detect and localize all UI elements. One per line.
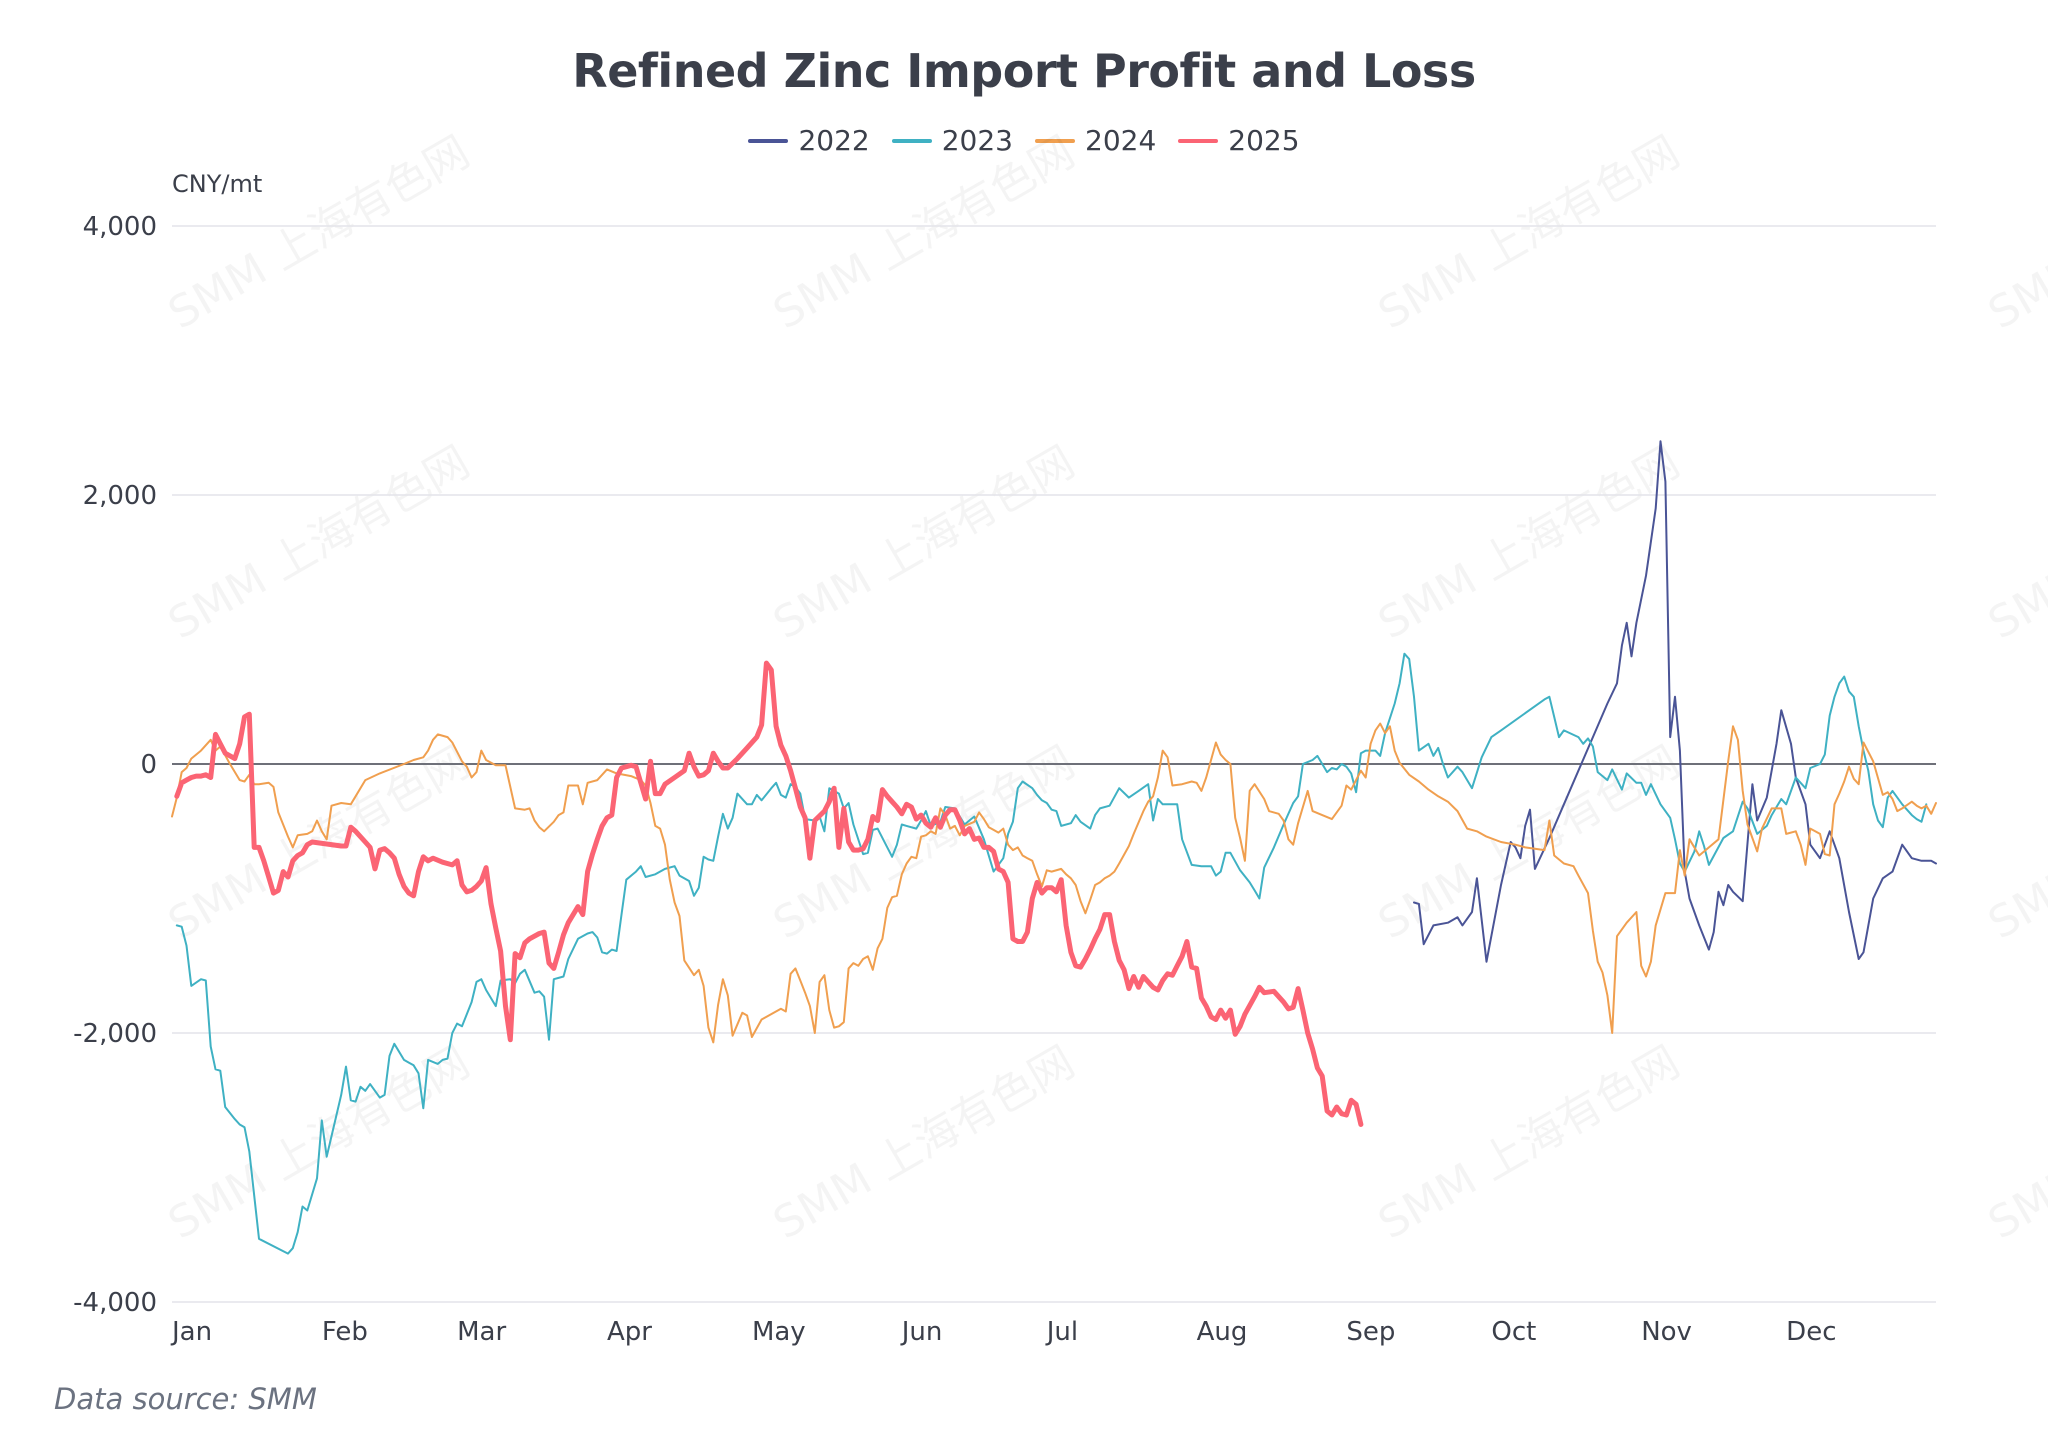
x-tick-label: May (752, 1317, 806, 1347)
grid-lines (172, 225, 1936, 1303)
watermark-text: SMM 上海有色网 (765, 1036, 1083, 1249)
watermark-text: SMM 上海有色网 (1370, 436, 1688, 649)
x-tick-label: Jun (900, 1317, 943, 1347)
watermark-text: SMM 上海有色网 (1370, 126, 1688, 339)
watermark-layer: SMM 上海有色网 SMM 上海有色网 SMM 上海有色网 SMM 上海有色网 SMM … (160, 126, 2048, 1249)
legend-item-2024[interactable]: 2024 (1035, 124, 1156, 157)
data-source-note: Data source: SMM (54, 1382, 317, 1416)
legend-swatch-2024 (1035, 138, 1075, 143)
watermark-text: SMM 上海有色网 (1370, 736, 1688, 949)
watermark-text: SMM 上海有色网 (1980, 436, 2048, 649)
legend: 2022 2023 2024 2025 (0, 124, 2048, 157)
y-tick-label: 4,000 (83, 212, 157, 242)
legend-item-2023[interactable]: 2023 (891, 124, 1013, 157)
watermark-text: SMM 上海有色网 (160, 126, 478, 339)
legend-item-2022[interactable]: 2022 (748, 124, 870, 157)
legend-label-2025: 2025 (1228, 124, 1300, 157)
y-tick-label: 2,000 (83, 481, 157, 511)
chart-title: Refined Zinc Import Profit and Loss (572, 44, 1476, 98)
series-line-2025 (174, 660, 1364, 1127)
y-tick-label: 0 (140, 750, 157, 780)
legend-swatch-2022 (748, 138, 789, 143)
x-tick-label: Feb (322, 1317, 368, 1347)
x-tick-label: Aug (1197, 1317, 1248, 1347)
series-line-2023 (175, 652, 1928, 1255)
watermark-text: SMM 上海有色网 (160, 436, 478, 649)
watermark-text: SMM 上海有色网 (1370, 1036, 1688, 1249)
legend-label-2022: 2022 (798, 124, 870, 157)
x-tick-label: Dec (1786, 1317, 1836, 1347)
y-axis-unit-label: CNY/mt (172, 170, 263, 198)
series-line-2024 (171, 722, 1937, 1044)
x-tick-label: Mar (457, 1317, 506, 1347)
watermark-text: SMM 上海有色网 (765, 126, 1083, 339)
legend-label-2024: 2024 (1085, 124, 1157, 157)
legend-swatch-2023 (891, 138, 932, 143)
legend-label-2023: 2023 (941, 124, 1013, 157)
x-axis-ticks: Jan Feb Mar Apr May Jun Jul Aug Sep Oct Nov Dec (170, 1317, 1836, 1347)
y-axis-ticks: 4,000 2,000 0 -2,000 -4,000 (73, 212, 157, 1318)
x-tick-label: Nov (1641, 1317, 1692, 1347)
series-layer (171, 440, 1937, 1255)
legend-swatch-2025 (1178, 138, 1219, 143)
x-tick-label: Sep (1346, 1317, 1395, 1347)
watermark-text: SMM 上海有色网 (765, 436, 1083, 649)
y-tick-label: -4,000 (73, 1288, 157, 1318)
series-line-2022 (1413, 440, 1937, 963)
watermark-text: SMM 上海有色网 (1980, 1036, 2048, 1249)
watermark-text: SMM 上海有色网 (1980, 736, 2048, 949)
legend-item-2025[interactable]: 2025 (1178, 124, 1300, 157)
y-tick-label: -2,000 (73, 1019, 157, 1049)
x-tick-label: Jul (1045, 1317, 1078, 1347)
x-tick-label: Jan (170, 1317, 212, 1347)
x-tick-label: Oct (1491, 1317, 1536, 1347)
x-tick-label: Apr (607, 1317, 652, 1347)
watermark-text: SMM 上海有色网 (1980, 126, 2048, 339)
